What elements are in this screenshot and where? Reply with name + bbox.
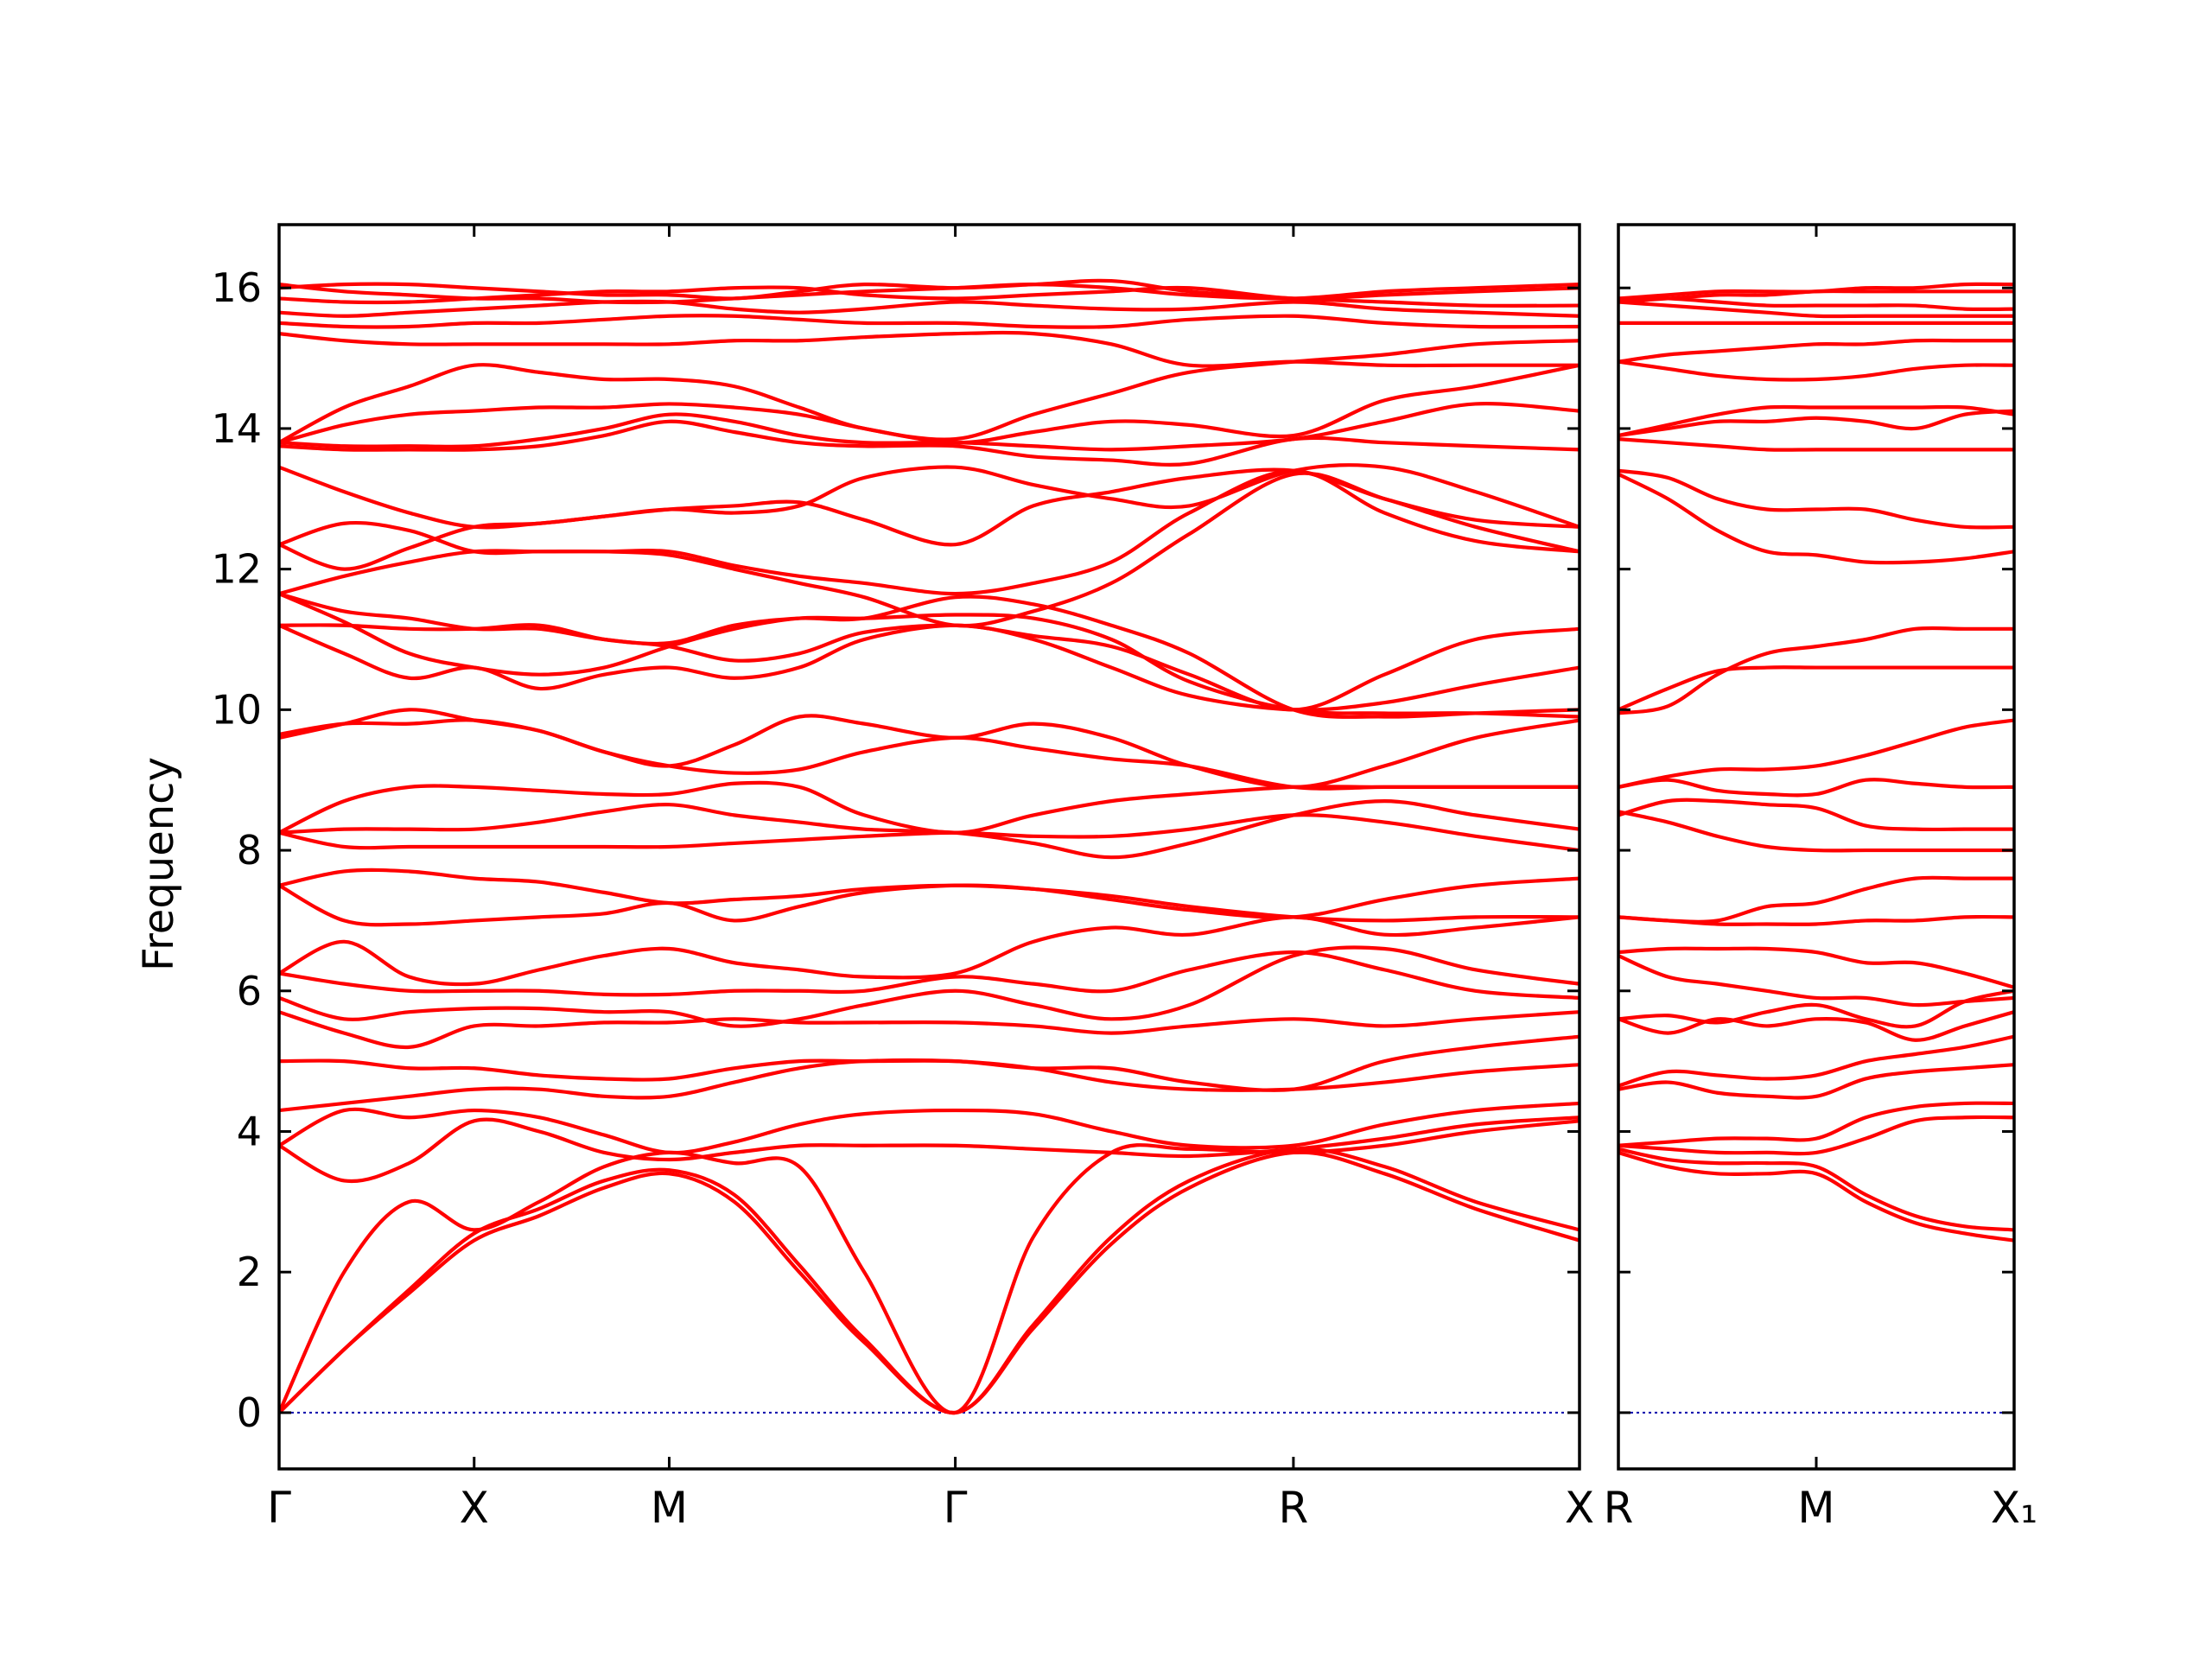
x-tick-label-4: Γ [944, 1483, 968, 1533]
band-line-13 [279, 868, 1580, 923]
band-line-18 [1618, 626, 2014, 715]
band-line-22 [279, 592, 1580, 719]
band-line-3 [279, 1119, 1580, 1415]
band-line-8 [279, 1010, 1580, 1049]
band-line-15 [1618, 778, 2014, 798]
band-line-14 [1618, 810, 2014, 853]
band-line-13 [1618, 798, 2014, 832]
band-lines [279, 278, 1580, 1415]
y-tick-label: 16 [211, 264, 262, 311]
band-line-31 [279, 330, 1580, 368]
band-line-16 [279, 780, 1580, 835]
x-tick-label-1: Γ [267, 1483, 291, 1533]
band-line-24 [1618, 359, 2014, 382]
y-tick-label: 14 [211, 405, 262, 452]
band-line-30 [1618, 282, 2014, 301]
band-line-28 [279, 402, 1580, 452]
band-line-27 [279, 419, 1580, 467]
band-line-2 [1618, 1147, 2014, 1232]
y-tick-label: 6 [237, 968, 262, 1014]
band-line-4 [279, 1116, 1580, 1184]
x-tick-label-2: M [1797, 1483, 1834, 1533]
x-tick-label-3: M [651, 1483, 688, 1533]
band-lines [1618, 282, 2014, 1243]
band-line-5 [1618, 1063, 2014, 1100]
y-tick-label: 10 [211, 686, 262, 733]
band-line-36 [279, 283, 1580, 305]
band-line-10 [279, 950, 1580, 1001]
band-line-28 [1618, 296, 2014, 312]
band-line-6 [1618, 1034, 2014, 1088]
band-line-26 [279, 463, 1580, 530]
panel-path2: R M X₁ [1604, 223, 2037, 1533]
band-line-16 [1618, 718, 2014, 789]
band-line-12 [1618, 875, 2014, 924]
band-line-9 [279, 945, 1580, 1028]
band-line-7 [1618, 1010, 2014, 1042]
band-line-27 [1618, 300, 2014, 319]
plot-frame [277, 223, 1581, 1471]
band-line-9 [1618, 954, 2014, 1007]
y-tick-label: 0 [237, 1389, 262, 1436]
band-line-19 [1618, 472, 2014, 565]
y-tick-label: 8 [237, 827, 262, 874]
x-tick-label-5: R [1279, 1483, 1309, 1533]
band-line-7 [279, 1034, 1580, 1092]
y-axis-label: Frequency [135, 757, 183, 971]
band-line-5 [279, 1101, 1580, 1155]
band-line-1 [1618, 1150, 2014, 1243]
band-line-21 [1618, 437, 2014, 452]
band-line-23 [1618, 404, 2014, 438]
band-line-22 [1618, 409, 2014, 438]
band-line-4 [1618, 1101, 2014, 1147]
y-tick-label: 4 [237, 1108, 262, 1154]
band-line-12 [279, 876, 1580, 927]
band-line-18 [279, 718, 1580, 791]
x-tick-label-3: X₁ [1991, 1483, 2037, 1533]
band-line-20 [1618, 468, 2014, 530]
panel-path1: 0 2 4 6 8 10 12 14 16 Γ X M Γ R X [211, 223, 1594, 1533]
band-line-11 [279, 915, 1580, 987]
band-line-8 [1618, 988, 2014, 1029]
band-line-14 [279, 799, 1580, 860]
band-line-17 [1618, 665, 2014, 712]
y-tick-label: 2 [237, 1249, 262, 1295]
x-tick-label-2: X [460, 1483, 489, 1533]
band-line-24 [279, 468, 1580, 596]
band-line-33 [279, 299, 1580, 318]
band-line-10 [1618, 946, 2014, 989]
y-tick-label: 12 [211, 546, 262, 593]
band-line-32 [279, 314, 1580, 329]
x-tick-label-1: R [1604, 1483, 1634, 1533]
band-line-35 [279, 278, 1580, 308]
x-tick-label-6: X [1565, 1483, 1594, 1533]
band-line-30 [279, 339, 1580, 445]
band-line-15 [279, 813, 1580, 853]
band-line-25 [1618, 338, 2014, 364]
band-line-3 [1618, 1115, 2014, 1156]
